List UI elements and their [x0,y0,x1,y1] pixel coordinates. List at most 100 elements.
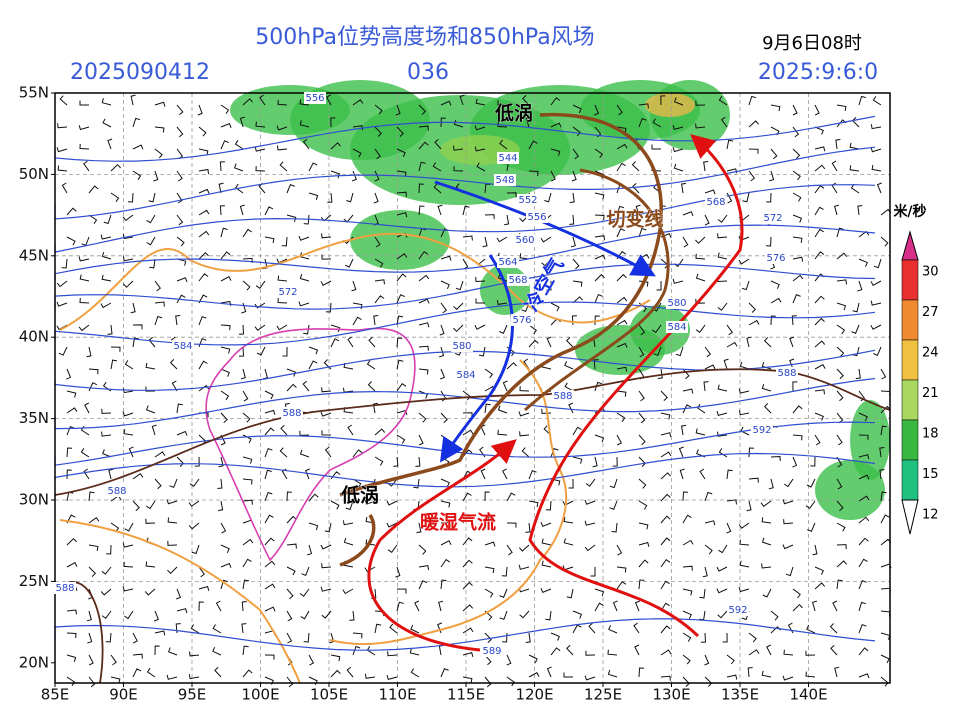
lon-label: 110E [378,686,416,704]
cold-flow-arrow [434,180,656,277]
height-contour [54,263,876,310]
contour-label: 556 [305,93,324,104]
annotation: 暖湿气流 [420,511,496,534]
contour-label-bg [451,340,473,352]
contour-label: 588 [777,368,796,379]
height-contour [54,452,876,488]
lat-label: 45N [19,246,49,264]
init-time: 2025090412 [70,60,210,85]
valid-time: 9月6日08时 [762,33,862,54]
annotation: 切变线 [606,208,663,231]
contour-label-bg [497,256,519,268]
colorbar-label: 12 [922,508,939,523]
colorbar-label: 15 [922,467,939,482]
trough-line [339,514,376,567]
plot-frame [54,92,891,684]
contour-label: 588 [107,486,126,497]
contour-label: 584 [173,341,192,352]
contour-label: 589 [482,646,501,657]
contour-label: 568 [706,197,725,208]
contour-label-bg [481,645,503,657]
colorbar-cell [901,459,919,501]
coastline [59,232,651,646]
coastline [59,519,301,684]
lon-label: 115E [447,686,485,704]
colorbar-label: 30 [922,265,939,280]
lon-label: 85E [41,686,70,704]
contour-label-bg [511,314,533,326]
contour-label: 556 [527,212,546,223]
height-contour [54,618,876,651]
colorbar-cell [901,299,919,341]
height-contour [54,146,876,220]
cold-flow-arrow [440,254,514,463]
height-contour [54,224,876,280]
contour-label: 568 [508,275,527,286]
trough-line [339,112,663,497]
lon-label: 105E [310,686,348,704]
province-border [205,327,416,562]
contour-label-bg [497,152,519,164]
contour-label-bg [172,340,194,352]
lon-label: 90E [109,686,138,704]
annotation: 低涡 [340,484,379,507]
shear-line [523,168,670,412]
contour-label: 572 [278,287,297,298]
contour-label-bg [54,582,76,594]
contour-label: 580 [452,341,471,352]
colorbar-cap [901,499,919,535]
contour-label-bg [106,485,128,497]
contour-label: 584 [667,322,686,333]
warm-flow-arrow [367,439,517,652]
lat-label: 25N [19,572,49,590]
lon-label: 120E [515,686,553,704]
colorbar-cell [901,339,919,381]
colorbar-cell [901,379,919,421]
precip-area [850,400,890,480]
warm-flow-arrow [528,134,744,638]
lon-label: 135E [721,686,759,704]
contour-label: 588 [55,583,74,594]
contour-label-bg [304,92,326,104]
contour-label-bg [776,367,798,379]
lat-label: 20N [19,653,49,671]
contour-label-bg [277,286,299,298]
contour-label: 592 [752,425,771,436]
contour-label: 544 [498,153,517,164]
height-contour [54,377,876,430]
contour-label: 580 [667,298,686,309]
colorbar-label: 21 [922,386,939,401]
colorbar-unit: 米/秒 [893,203,926,220]
contour-label: 588 [553,391,572,402]
date-code: 2025:9:6:0 [758,60,878,85]
contour-label: 576 [766,253,785,264]
colorbar-label: 18 [922,427,939,442]
contour-label-bg [666,297,688,309]
contour-label-bg [727,604,749,616]
contour-label-bg [751,424,773,436]
contour-label-bg [517,194,539,206]
lat-label: 30N [19,491,49,509]
lat-label: 35N [19,409,49,427]
contour-label: 576 [512,315,531,326]
lat-label: 40N [19,328,49,346]
lon-label: 95E [178,686,207,704]
contour-label-bg [526,211,548,223]
precip-core [645,93,695,117]
contour-label-bg [494,174,516,186]
contour-label-bg [666,321,688,333]
lon-label: 140E [789,686,827,704]
annotation: 低涡 [494,102,533,125]
lon-label: 100E [241,686,279,704]
contour-label: 592 [728,605,747,616]
contour-label: 588 [282,408,301,419]
contour-label: 564 [498,257,517,268]
contour-label: 560 [515,235,534,246]
lon-label: 130E [652,686,690,704]
contour-label-bg [455,369,477,381]
contour-label-bg [552,390,574,402]
colorbar-label: 24 [922,346,939,361]
contour-label-bg [507,274,529,286]
height-contour [54,115,876,162]
